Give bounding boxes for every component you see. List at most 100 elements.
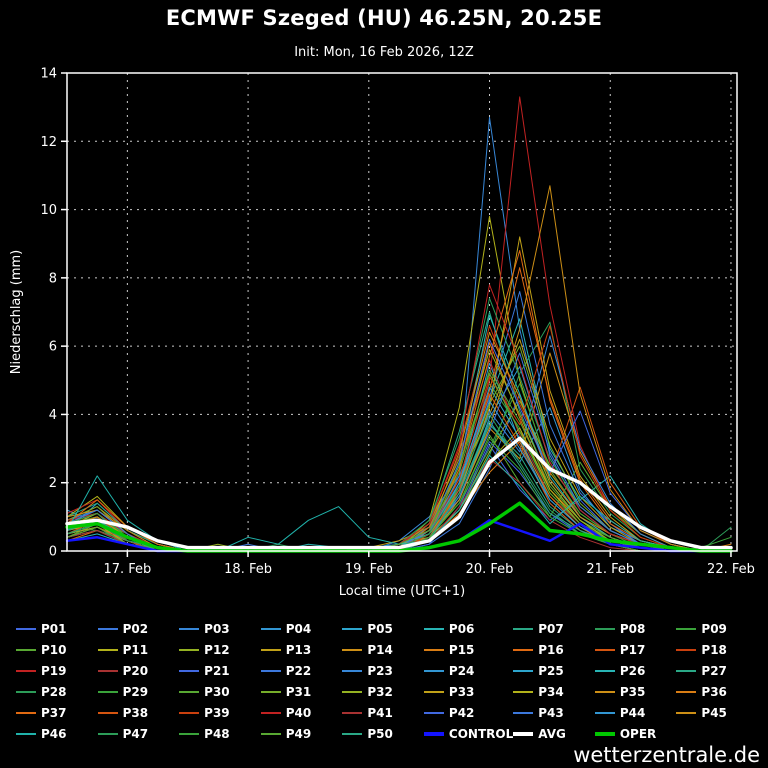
legend-item-p32: P32 — [342, 685, 424, 699]
svg-text:21. Feb: 21. Feb — [586, 562, 634, 577]
legend-label: P42 — [448, 706, 475, 720]
legend-label: P13 — [285, 643, 312, 657]
legend-label: P16 — [538, 643, 564, 657]
legend-label: P35 — [619, 685, 646, 699]
legend-label: P04 — [285, 622, 312, 636]
legend-swatch — [594, 670, 615, 672]
legend-swatch — [423, 732, 444, 736]
legend-label: P43 — [538, 706, 564, 720]
legend-swatch — [179, 628, 200, 630]
legend-label: P18 — [701, 643, 727, 657]
legend-item-p50: P50 — [342, 727, 424, 741]
legend-swatch — [423, 691, 444, 693]
legend-item-p35: P35 — [594, 685, 677, 699]
svg-text:17. Feb: 17. Feb — [103, 562, 151, 577]
svg-text:6: 6 — [49, 340, 57, 355]
legend-swatch — [179, 733, 200, 735]
legend-swatch — [97, 691, 118, 693]
legend-item-p33: P33 — [423, 685, 513, 699]
legend-label: P32 — [367, 685, 393, 699]
legend-label: P44 — [619, 706, 646, 720]
legend-item-p31: P31 — [260, 685, 343, 699]
legend-item-p22: P22 — [260, 664, 343, 678]
legend-item-p08: P08 — [594, 622, 677, 636]
legend-item-p01: P01 — [16, 622, 98, 636]
legend-label: P41 — [367, 706, 393, 720]
svg-text:18. Feb: 18. Feb — [224, 562, 272, 577]
legend-swatch — [594, 712, 615, 714]
legend-item-p26: P26 — [594, 664, 677, 678]
legend-swatch — [97, 733, 118, 735]
legend-label: P03 — [204, 622, 230, 636]
legend-swatch — [179, 670, 200, 672]
legend-label: OPER — [619, 727, 657, 741]
legend-label: P20 — [122, 664, 149, 678]
legend-item-p16: P16 — [513, 643, 595, 657]
legend-label: P11 — [122, 643, 149, 657]
svg-text:4: 4 — [49, 408, 57, 423]
legend-swatch — [342, 628, 363, 630]
legend-item-p49: P49 — [260, 727, 343, 741]
legend-swatch — [594, 732, 615, 736]
legend-label: AVG — [538, 727, 566, 741]
legend-item-p24: P24 — [423, 664, 513, 678]
legend-item-p45: P45 — [676, 706, 758, 720]
legend-item-p41: P41 — [342, 706, 424, 720]
svg-text:22. Feb: 22. Feb — [707, 562, 755, 577]
svg-text:2: 2 — [49, 476, 57, 491]
legend-item-p18: P18 — [676, 643, 758, 657]
legend-label: P38 — [122, 706, 149, 720]
legend-label: CONTROL — [448, 727, 514, 741]
legend-item-p25: P25 — [513, 664, 595, 678]
legend-swatch — [676, 649, 697, 651]
legend-item-p20: P20 — [97, 664, 180, 678]
legend-label: P34 — [538, 685, 564, 699]
legend-item-p17: P17 — [594, 643, 677, 657]
legend-swatch — [342, 670, 363, 672]
legend-swatch — [16, 691, 36, 693]
legend-label: P06 — [448, 622, 475, 636]
legend-swatch — [513, 649, 534, 651]
legend-swatch — [594, 628, 615, 630]
legend-label: P28 — [41, 685, 67, 699]
legend-swatch — [423, 670, 444, 672]
legend-swatch — [423, 628, 444, 630]
legend-item-p23: P23 — [342, 664, 424, 678]
page-title: ECMWF Szeged (HU) 46.25N, 20.25E — [165, 6, 603, 30]
legend-item-p40: P40 — [260, 706, 343, 720]
legend-item-control: CONTROL — [423, 727, 514, 741]
legend-label: P31 — [285, 685, 312, 699]
legend-item-p07: P07 — [513, 622, 595, 636]
legend-label: P15 — [448, 643, 475, 657]
legend-label: P19 — [41, 664, 67, 678]
legend-swatch — [260, 628, 281, 630]
legend-label: P10 — [41, 643, 67, 657]
legend-swatch — [342, 649, 363, 651]
legend-label: P46 — [41, 727, 67, 741]
legend-label: P47 — [122, 727, 149, 741]
legend-swatch — [97, 712, 118, 714]
legend-label: P45 — [701, 706, 727, 720]
svg-text:8: 8 — [49, 271, 57, 286]
legend: P01 P02 P03 P04 P05 P06 P07 P08 P09 P10 P11 P12 P13 P… — [16, 622, 758, 741]
legend-item-p28: P28 — [16, 685, 98, 699]
precipitation-ensemble-chart: 17. Feb 18. Feb 19. Feb 20. Feb 21. Feb 22. F… — [9, 67, 755, 600]
legend-item-p36: P36 — [676, 685, 758, 699]
legend-item-p30: P30 — [179, 685, 261, 699]
legend-swatch — [179, 649, 200, 651]
legend-label: P08 — [619, 622, 646, 636]
svg-text:Niederschlag (mm): Niederschlag (mm) — [9, 250, 24, 375]
legend-item-p03: P03 — [179, 622, 261, 636]
legend-label: P33 — [448, 685, 475, 699]
legend-label: P24 — [448, 664, 475, 678]
legend-item-p19: P19 — [16, 664, 98, 678]
legend-swatch — [676, 670, 697, 672]
legend-item-p02: P02 — [97, 622, 180, 636]
legend-label: P22 — [285, 664, 312, 678]
legend-swatch — [16, 733, 36, 735]
legend-item-p37: P37 — [16, 706, 98, 720]
legend-item-p06: P06 — [423, 622, 513, 636]
legend-label: P50 — [367, 727, 393, 741]
legend-swatch — [676, 628, 697, 630]
